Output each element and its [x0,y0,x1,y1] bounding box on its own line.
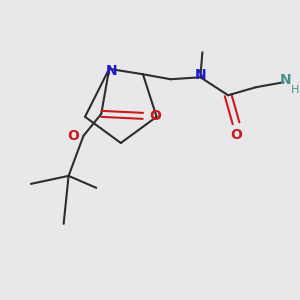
Text: N: N [280,73,291,87]
Text: O: O [68,129,80,143]
Text: O: O [230,128,242,142]
Text: N: N [105,64,117,78]
Text: N: N [195,68,206,82]
Text: H: H [291,85,300,95]
Text: O: O [149,109,161,123]
